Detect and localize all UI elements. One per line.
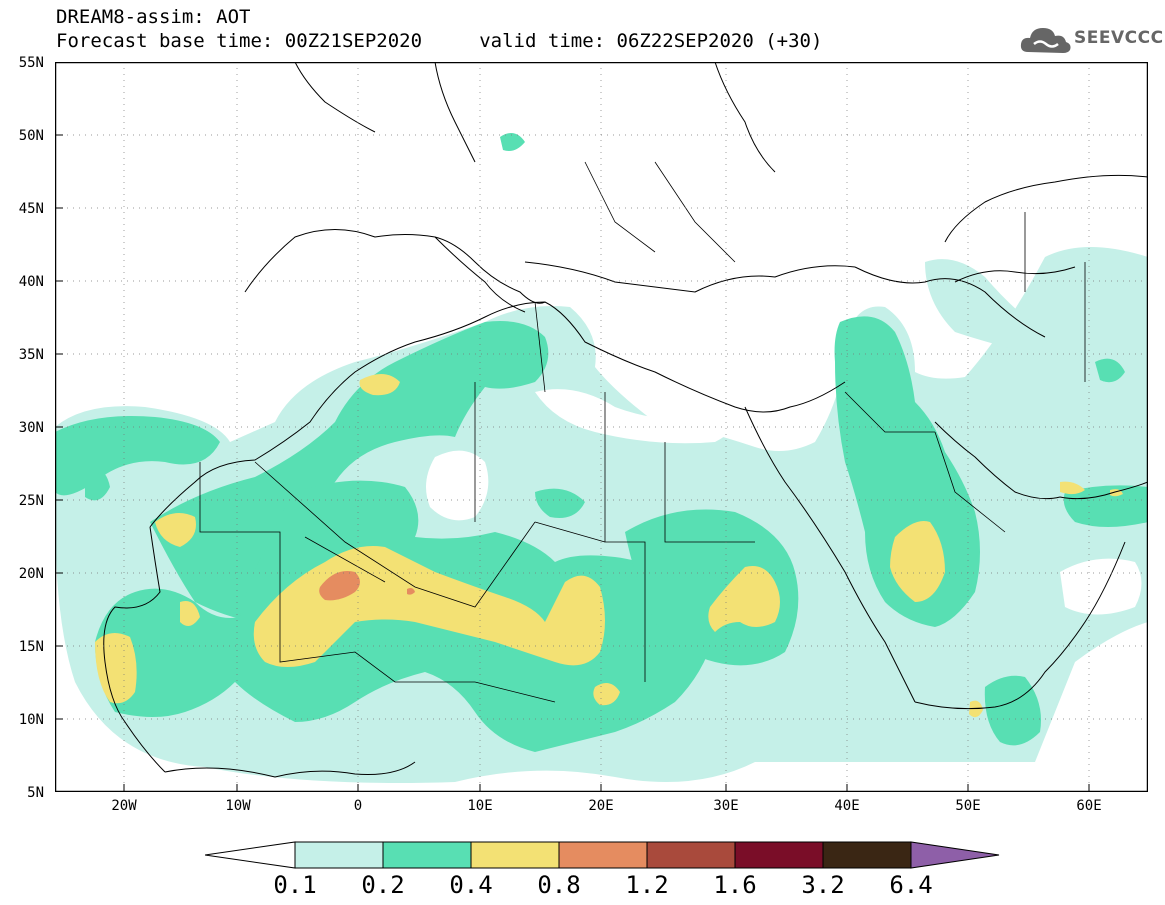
legend-arrow-low <box>205 841 296 869</box>
logo-text: SEEVCCC <box>1074 28 1164 48</box>
lon-label-30e: 30E <box>713 798 739 814</box>
legend-swatch-5 <box>646 841 736 869</box>
color-legend <box>205 841 1000 869</box>
legend-label-1.2: 1.2 <box>625 871 669 899</box>
lon-label-60e: 60E <box>1076 798 1102 814</box>
legend-label-3.2: 3.2 <box>801 871 845 899</box>
lat-label-25n: 25N <box>18 493 44 509</box>
legend-label-6.4: 6.4 <box>889 871 933 899</box>
map-title: DREAM8-assim: AOT <box>56 6 251 28</box>
forecast-time-line: Forecast base time: 00Z21SEP2020 valid t… <box>56 30 823 52</box>
legend-arrow-high <box>910 841 1000 869</box>
lat-label-35n: 35N <box>18 347 44 363</box>
legend-swatch-1 <box>294 841 384 869</box>
lat-label-40n: 40N <box>18 274 44 290</box>
lon-label-20e: 20E <box>588 798 614 814</box>
lon-label-20w: 20W <box>111 798 137 814</box>
axis-ticks <box>55 134 1090 792</box>
legend-swatch-2 <box>382 841 472 869</box>
lon-label-50e: 50E <box>955 798 981 814</box>
lat-label-5n: 5N <box>27 785 44 801</box>
legend-label-1.6: 1.6 <box>713 871 757 899</box>
legend-swatch-3 <box>470 841 560 869</box>
cloud-icon <box>1020 28 1071 53</box>
lat-label-55n: 55N <box>18 55 44 71</box>
map-border <box>55 62 1148 792</box>
lat-label-20n: 20N <box>18 566 44 582</box>
lat-label-50n: 50N <box>18 128 44 144</box>
seevccc-logo: SEEVCCC <box>1018 22 1163 62</box>
lon-label-40e: 40E <box>834 798 860 814</box>
lat-label-45n: 45N <box>18 201 44 217</box>
legend-label-0.8: 0.8 <box>537 871 581 899</box>
coastlines-and-borders <box>103 62 1148 778</box>
lat-label-10n: 10N <box>18 712 44 728</box>
lat-label-15n: 15N <box>18 639 44 655</box>
lat-label-30n: 30N <box>18 420 44 436</box>
legend-label-0.1: 0.1 <box>273 871 317 899</box>
legend-label-0.2: 0.2 <box>361 871 405 899</box>
country-borders <box>199 161 1086 703</box>
lon-label-10e: 10E <box>467 798 493 814</box>
lon-label-10w: 10W <box>225 798 251 814</box>
legend-label-0.4: 0.4 <box>449 871 493 899</box>
lon-label-0: 0 <box>353 798 363 814</box>
legend-swatch-4 <box>558 841 648 869</box>
legend-swatch-7 <box>822 841 912 869</box>
legend-swatch-6 <box>734 841 824 869</box>
aot-contour-0.8-1.2 <box>319 571 415 601</box>
aot-map <box>55 62 1148 792</box>
graticule <box>55 62 1148 792</box>
